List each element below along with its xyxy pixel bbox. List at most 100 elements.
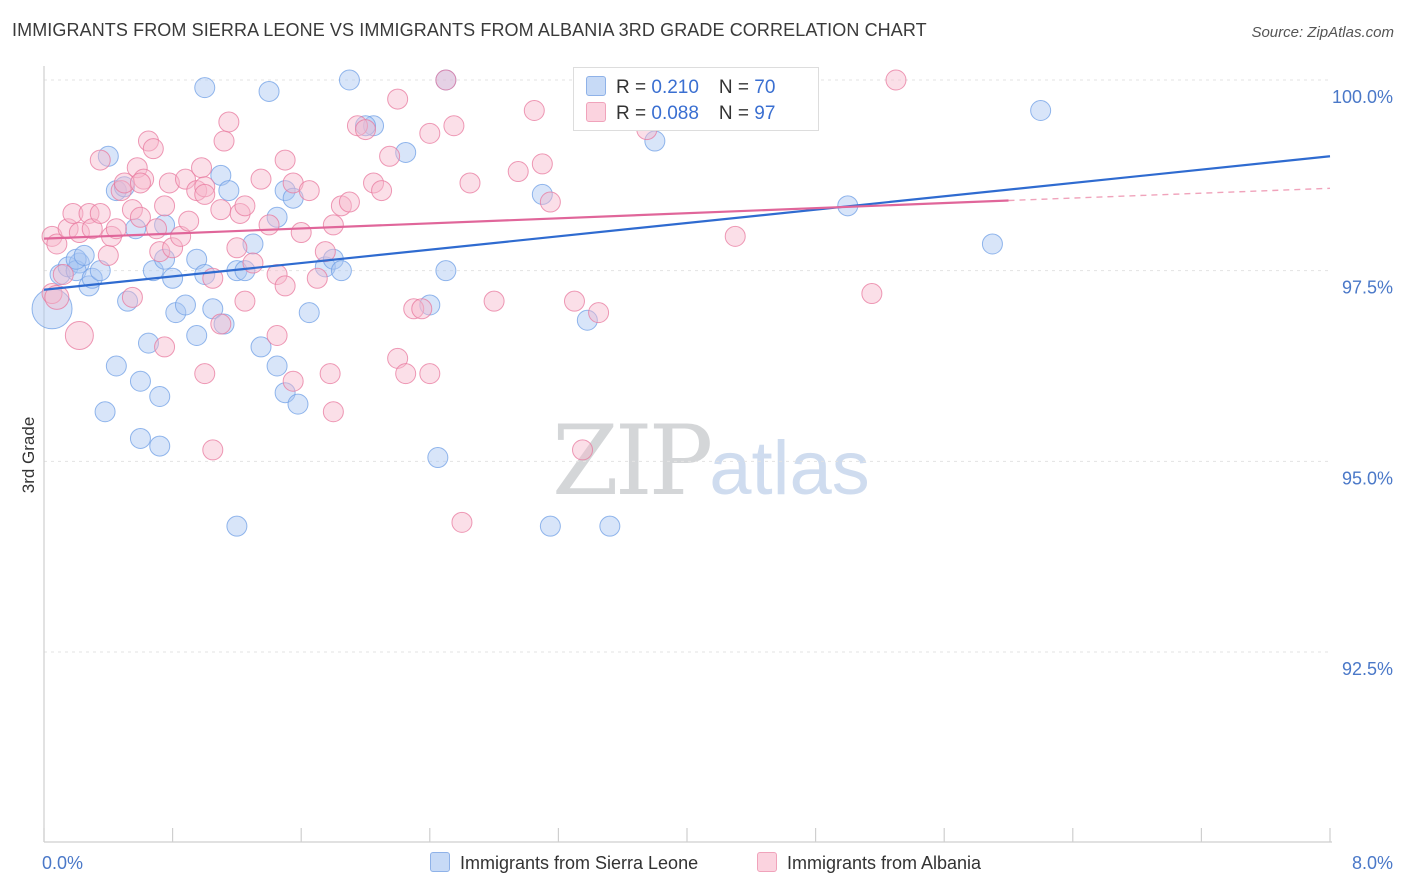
- source-label: Source: ZipAtlas.com: [1251, 24, 1394, 41]
- data-point: [338, 191, 360, 213]
- bottom-legend-label-sierra-leone: Immigrants from Sierra Leone: [460, 853, 699, 873]
- data-point: [355, 119, 376, 141]
- data-point: [443, 115, 465, 137]
- bottom-legend-swatch-albania: [757, 852, 777, 872]
- data-point: [539, 191, 561, 213]
- data-point: [64, 320, 94, 350]
- data-point: [266, 355, 288, 377]
- data-point: [202, 439, 224, 461]
- data-point: [274, 149, 296, 171]
- data-point: [129, 172, 151, 194]
- data-point: [154, 195, 176, 217]
- data-point: [306, 267, 328, 289]
- data-point: [89, 149, 111, 171]
- data-point: [44, 284, 70, 310]
- y-axis-title: 3rd Grade: [19, 417, 38, 494]
- data-point: [287, 393, 309, 415]
- axes: [43, 66, 1332, 843]
- data-point: [194, 77, 216, 99]
- data-point: [338, 69, 360, 91]
- legend-r-value: 0.088: [651, 103, 699, 124]
- legend-n-label: N =: [718, 77, 755, 98]
- data-point: [435, 69, 457, 91]
- trend-line: [43, 199, 1009, 240]
- x-tick-label: 0.0%: [42, 853, 83, 873]
- legend-r-label: R =: [616, 103, 652, 124]
- data-point: [588, 302, 610, 324]
- data-point: [129, 206, 151, 228]
- data-point: [298, 302, 320, 324]
- data-point: [129, 427, 151, 449]
- grid-lines: [44, 79, 1330, 653]
- data-point: [226, 515, 248, 537]
- data-point: [186, 324, 208, 346]
- y-tick-label: 100.0%: [1332, 87, 1393, 107]
- data-point: [572, 439, 594, 461]
- data-point: [213, 130, 235, 152]
- data-point: [210, 313, 232, 335]
- trend-line-extension: [1008, 187, 1331, 202]
- data-point: [149, 435, 171, 457]
- chart-title: IMMIGRANTS FROM SIERRA LEONE VS IMMIGRAN…: [12, 20, 927, 40]
- data-point: [154, 336, 176, 358]
- tick-labels: 92.5% 95.0% 97.5% 100.0% 0.0% 8.0%: [42, 87, 1393, 873]
- data-point: [885, 69, 907, 91]
- y-tick-label: 97.5%: [1342, 278, 1393, 298]
- y-tick-label: 95.0%: [1342, 468, 1393, 488]
- data-point: [105, 218, 127, 240]
- series-sierra-leone: [31, 69, 1052, 537]
- data-point: [274, 275, 296, 297]
- data-point: [319, 363, 341, 385]
- data-point: [1030, 100, 1052, 122]
- legend-swatch-sierra-leone: [586, 76, 606, 96]
- data-point: [266, 206, 288, 228]
- data-point: [322, 401, 344, 423]
- data-point: [174, 168, 196, 190]
- legend-row-sierra-leone: R = 0.210 N = 70: [586, 76, 775, 98]
- data-point: [121, 286, 143, 308]
- legend-n-value: 70: [754, 77, 776, 98]
- data-point: [290, 222, 312, 244]
- data-point: [507, 161, 529, 183]
- data-point: [539, 515, 561, 537]
- y-tick-label: 92.5%: [1342, 659, 1393, 679]
- data-point: [146, 218, 168, 240]
- data-point: [218, 111, 240, 133]
- data-point: [298, 180, 320, 202]
- data-point: [395, 141, 417, 163]
- legend: R = 0.210 N = 70 R = 0.088 N = 97: [573, 67, 819, 131]
- bottom-legend-swatch-sierra-leone: [430, 852, 450, 872]
- data-point: [563, 290, 585, 312]
- data-point: [523, 100, 545, 122]
- bottom-legend-sierra-leone: Immigrants from Sierra Leone: [430, 852, 698, 874]
- data-point: [419, 122, 441, 144]
- data-point: [531, 153, 553, 175]
- data-point: [242, 252, 264, 274]
- data-point: [142, 138, 164, 160]
- data-point: [599, 515, 621, 537]
- data-point: [97, 244, 119, 266]
- data-point: [403, 298, 425, 320]
- data-point: [129, 370, 151, 392]
- data-point: [210, 199, 232, 221]
- data-point: [395, 363, 417, 385]
- series-albania: [41, 69, 907, 533]
- data-point: [419, 363, 441, 385]
- legend-n-value: 97: [754, 103, 776, 124]
- data-point: [234, 290, 256, 312]
- data-point: [105, 355, 127, 377]
- data-point: [363, 172, 385, 194]
- data-point: [427, 447, 449, 469]
- data-point: [576, 309, 598, 331]
- data-point: [194, 363, 216, 385]
- data-point: [387, 88, 409, 110]
- data-point: [459, 172, 481, 194]
- watermark-atlas: atlas: [709, 426, 870, 511]
- data-point: [158, 172, 180, 194]
- data-point: [94, 401, 116, 423]
- data-point: [226, 237, 248, 259]
- trend-line: [43, 155, 1331, 291]
- data-point: [314, 241, 336, 263]
- series-points: [31, 69, 1052, 537]
- data-point: [451, 511, 473, 533]
